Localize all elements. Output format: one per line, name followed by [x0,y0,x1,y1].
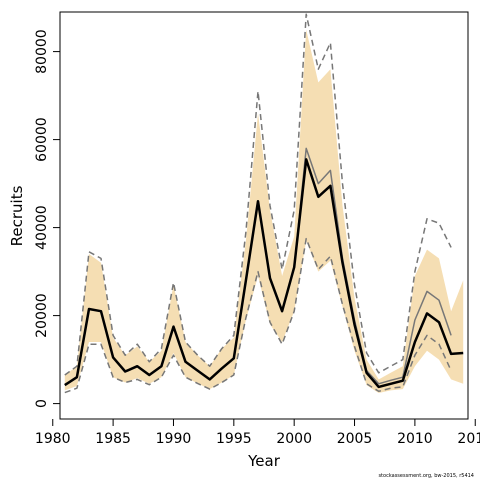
x-tick-label: 2000 [276,431,312,447]
y-tick-label: 0 [34,399,50,408]
y-axis: 0 20000 40000 60000 80000 [34,29,60,408]
plot-frame [59,11,469,420]
x-tick-label: 1995 [216,431,252,447]
x-axis-label: Year [247,452,281,470]
confidence-band-area [64,29,464,393]
x-tick-label: 1980 [35,431,71,447]
x-tick-label: 2015 [457,431,480,447]
y-tick-label: 60000 [34,117,50,162]
y-tick-label: 20000 [34,293,50,338]
y-axis-label: Recruits [8,185,26,246]
series-line-estimate [64,158,464,389]
series-line-previous-upper [64,13,452,376]
x-tick-label: 1990 [156,431,192,447]
x-tick-label: 1985 [95,431,131,447]
x-tick-label: 2005 [337,431,373,447]
confidence-band [64,29,464,393]
footnote: stockassessment.org, bw-2015, r5414 [378,473,474,479]
series-lines [64,13,464,394]
x-axis: 1980 1985 1990 1995 2000 2005 2010 2015 [35,419,480,447]
y-tick-label: 40000 [34,205,50,250]
y-tick-label: 80000 [34,29,50,74]
x-tick-label: 2010 [397,431,433,447]
series-line-previous-lower [64,237,452,394]
